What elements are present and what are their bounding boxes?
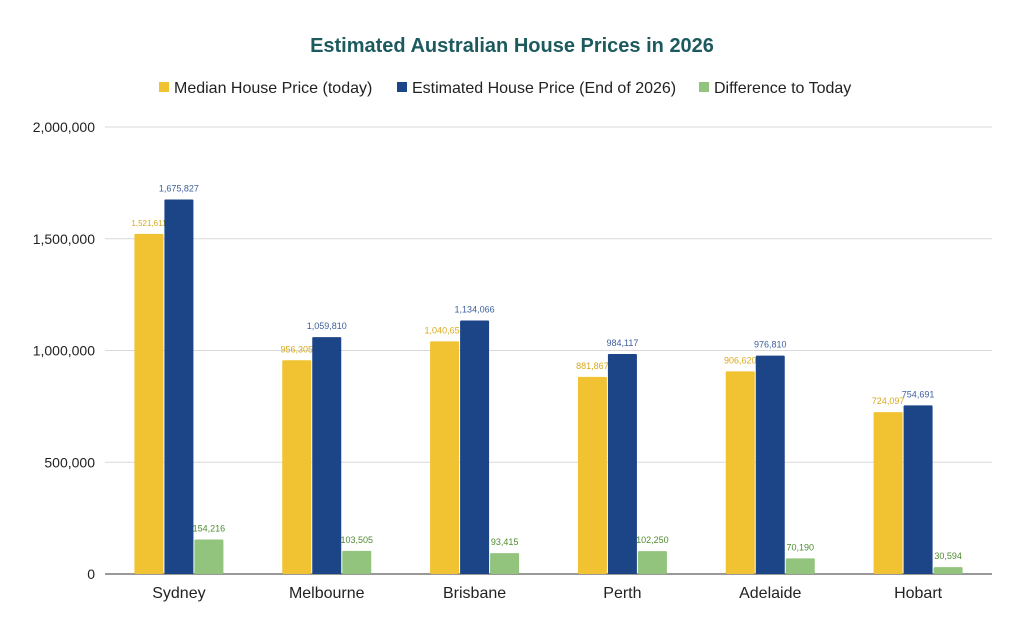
data-label: 102,250 — [636, 535, 669, 545]
bar-perth-0[interactable] — [577, 376, 607, 574]
bar-brisbane-0[interactable] — [430, 341, 460, 574]
data-label: 1,521,611 — [131, 219, 167, 228]
bar-hobart-0[interactable] — [873, 412, 903, 574]
bar-perth-2[interactable] — [637, 551, 667, 574]
data-label: 1,040,651 — [425, 325, 465, 335]
bar-hobart-2[interactable] — [933, 567, 963, 574]
chart-title: Estimated Australian House Prices in 202… — [310, 35, 714, 57]
y-tick-label: 2,000,000 — [33, 119, 95, 135]
legend-label[interactable]: Difference to Today — [714, 80, 851, 97]
legend-label[interactable]: Median House Price (today) — [174, 80, 372, 97]
data-label: 881,867 — [576, 361, 609, 371]
x-tick-label: Melbourne — [289, 585, 365, 602]
y-tick-label: 500,000 — [44, 454, 95, 470]
bar-sydney-1[interactable] — [164, 199, 194, 574]
data-label: 976,810 — [754, 340, 787, 350]
data-label: 1,675,827 — [159, 183, 199, 193]
data-label: 956,305 — [280, 344, 313, 354]
legend-swatch — [397, 82, 407, 92]
bar-hobart-1[interactable] — [903, 405, 933, 574]
bar-brisbane-1[interactable] — [460, 320, 490, 574]
gridlines: 0 500,000 1,000,000 1,500,000 2,000,000 — [33, 119, 992, 582]
data-label: 30,594 — [934, 551, 962, 561]
data-label: 724,097 — [872, 396, 905, 406]
x-tick-label: Adelaide — [739, 585, 801, 602]
bar-brisbane-2[interactable] — [490, 553, 520, 574]
legend-swatch — [159, 82, 169, 92]
data-label: 906,620 — [724, 355, 757, 365]
bar-melbourne-0[interactable] — [282, 360, 312, 574]
x-tick-label: Hobart — [894, 585, 943, 602]
bar-adelaide-2[interactable] — [785, 558, 815, 574]
data-label: 154,216 — [193, 524, 226, 534]
data-label: 70,190 — [786, 542, 814, 552]
bar-adelaide-1[interactable] — [755, 355, 785, 574]
y-tick-label: 1,000,000 — [33, 343, 95, 359]
data-label: 754,691 — [902, 389, 935, 399]
bar-perth-1[interactable] — [607, 354, 637, 574]
legend-swatch — [699, 82, 709, 92]
data-label: 1,134,066 — [455, 305, 495, 315]
data-label: 1,059,810 — [307, 321, 347, 331]
x-tick-label: Perth — [603, 585, 641, 602]
bar-adelaide-0[interactable] — [725, 371, 755, 574]
x-axis-labels: Sydney Melbourne Brisbane Perth Adelaide Hoba… — [152, 585, 942, 602]
bars: 1,521,611 1,675,827 154,216 956,305 1,059,81… — [131, 183, 963, 575]
y-tick-label: 1,500,000 — [33, 231, 95, 247]
legend-label[interactable]: Estimated House Price (End of 2026) — [412, 80, 676, 97]
data-label: 93,415 — [491, 537, 519, 547]
data-label: 103,505 — [340, 535, 373, 545]
legend: Median House Price (today) Estimated Hous… — [159, 80, 851, 97]
bar-melbourne-1[interactable] — [312, 337, 342, 574]
x-tick-label: Sydney — [152, 585, 205, 602]
bar-sydney-0[interactable] — [134, 233, 164, 575]
y-tick-label: 0 — [87, 566, 95, 582]
data-label: 984,117 — [606, 338, 638, 348]
x-tick-label: Brisbane — [443, 585, 506, 602]
bar-melbourne-2[interactable] — [342, 550, 372, 574]
bar-sydney-2[interactable] — [194, 539, 224, 574]
